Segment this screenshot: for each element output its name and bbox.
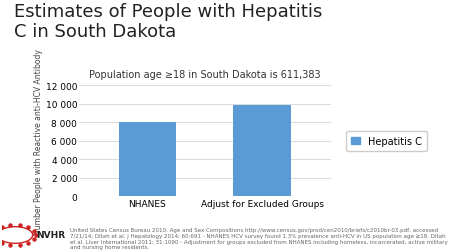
Bar bbox=[234, 105, 291, 197]
Text: Population age ≥18 in South Dakota is 611,383: Population age ≥18 in South Dakota is 61… bbox=[89, 69, 320, 79]
Legend: Hepatitis C: Hepatitis C bbox=[346, 131, 427, 151]
Text: Estimates of People with Hepatitis
C in South Dakota: Estimates of People with Hepatitis C in … bbox=[14, 3, 322, 41]
Text: NVHR: NVHR bbox=[36, 231, 65, 240]
Bar bbox=[119, 123, 176, 197]
Y-axis label: Number People with Reactive anti-HCV Antibody: Number People with Reactive anti-HCV Ant… bbox=[34, 49, 43, 234]
Text: United States Census Bureau 2010: Age and Sex Compositions http://www.census.gov: United States Census Bureau 2010: Age an… bbox=[70, 227, 447, 249]
